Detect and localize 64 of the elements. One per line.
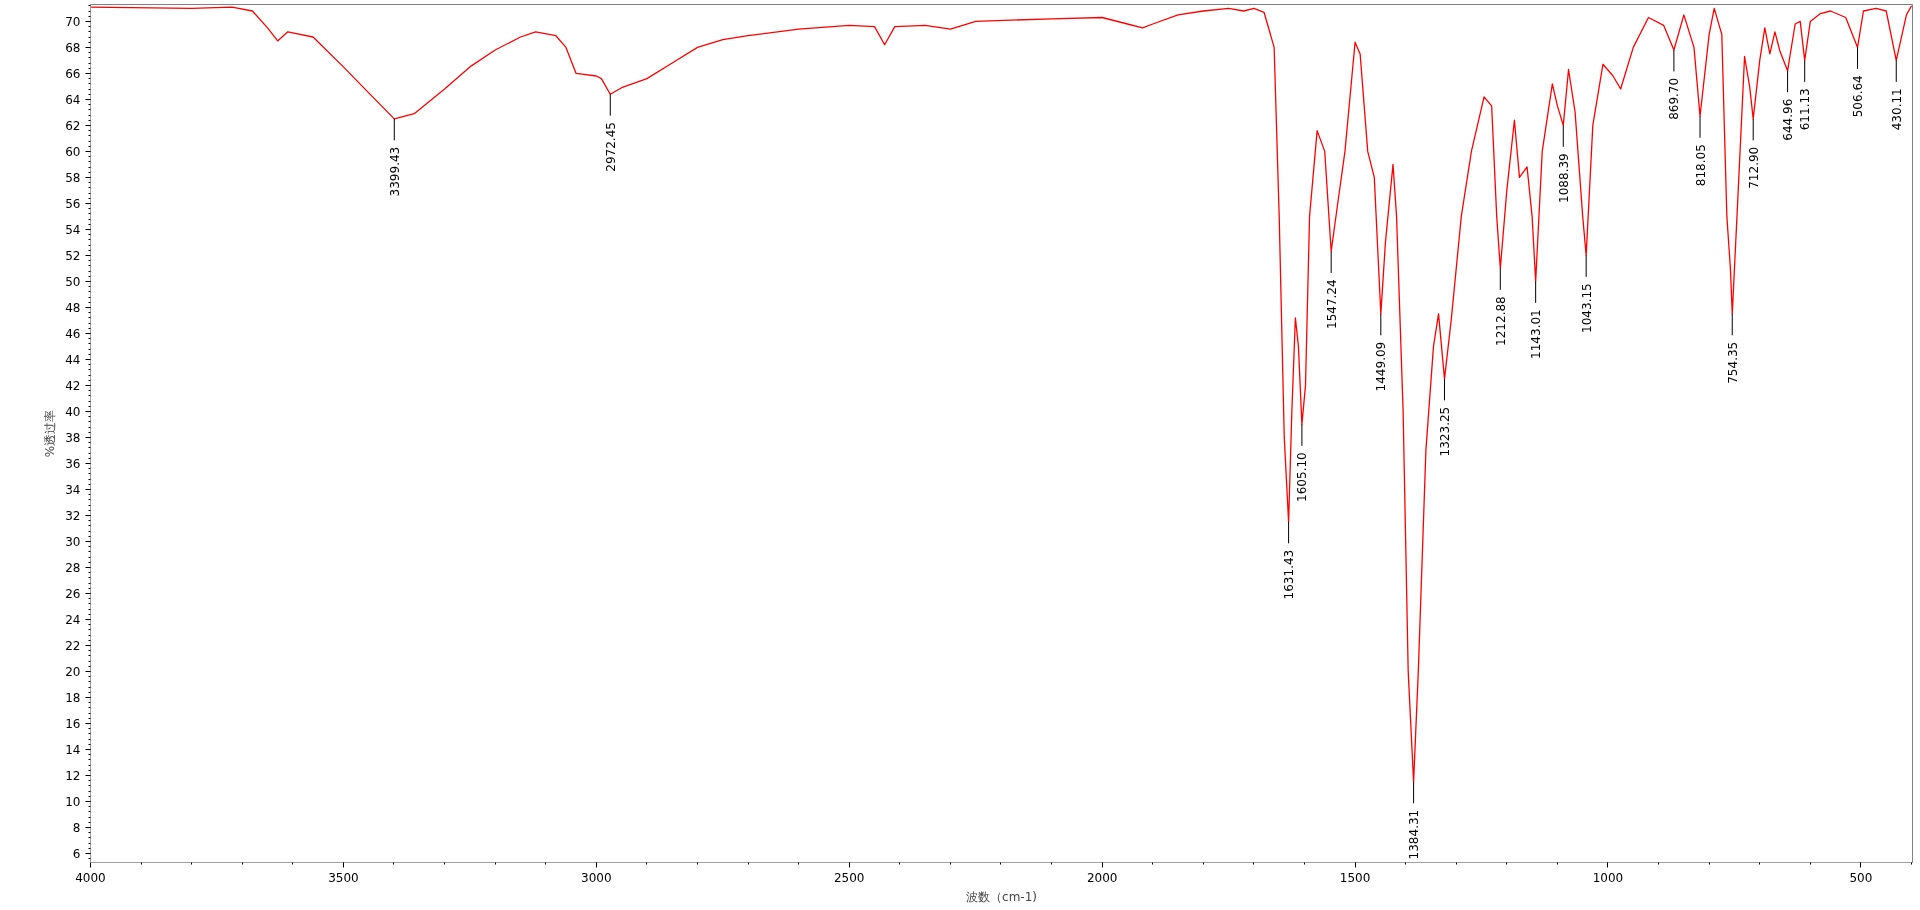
y-tick-label: 18 xyxy=(65,690,81,705)
annotation: 3399.43 xyxy=(387,146,402,197)
annotation: 1605.10 xyxy=(1295,452,1310,502)
y-tick-label: 22 xyxy=(65,638,81,653)
annotation: 1212.88 xyxy=(1493,296,1508,346)
annotation: 430.11 xyxy=(1889,88,1904,131)
x-tick-label: 500 xyxy=(1849,870,1873,885)
y-axis-title: %透过率 xyxy=(43,409,58,458)
y-tick-label: 62 xyxy=(65,118,81,133)
y-tick-label: 14 xyxy=(65,742,81,757)
annotation: 754.35 xyxy=(1725,341,1740,384)
x-axis-title: 波数（cm-1) xyxy=(966,889,1037,904)
y-tick-label: 70 xyxy=(65,14,81,29)
annotation: 869.70 xyxy=(1667,77,1682,120)
y-tick-label: 58 xyxy=(65,170,81,185)
y-tick-label: 42 xyxy=(65,378,81,393)
y-tick-label: 32 xyxy=(65,508,81,523)
annotation: 644.96 xyxy=(1781,98,1796,141)
y-tick-label: 26 xyxy=(65,586,81,601)
y-tick-label: 38 xyxy=(65,430,81,445)
y-tick-label: 16 xyxy=(65,716,81,731)
annotation: 506.64 xyxy=(1851,75,1866,118)
y-tick-label: 24 xyxy=(65,612,81,627)
y-tick-label: 52 xyxy=(65,248,81,263)
y-tick-label: 10 xyxy=(65,794,81,809)
y-tick-label: 50 xyxy=(65,274,81,289)
y-tick-label: 48 xyxy=(65,300,81,315)
y-tick-label: 60 xyxy=(65,144,81,159)
y-tick-label: 56 xyxy=(65,196,81,211)
y-tick-label: 46 xyxy=(65,326,81,341)
x-tick-label: 1500 xyxy=(1339,870,1371,885)
annotation: 818.05 xyxy=(1693,144,1708,187)
line-series xyxy=(90,5,1913,783)
x-tick-label: 2500 xyxy=(833,870,865,885)
y-tick-label: 40 xyxy=(65,404,81,419)
annotation: 1631.43 xyxy=(1282,549,1297,600)
y-tick-label: 30 xyxy=(65,534,81,549)
y-tick-label: 28 xyxy=(65,560,81,575)
annotation: 1143.01 xyxy=(1529,309,1544,359)
x-tick-label: 3500 xyxy=(328,870,359,885)
x-tick-label: 1000 xyxy=(1592,870,1624,885)
y-tick-label: 36 xyxy=(65,456,81,471)
annotation: 1323.25 xyxy=(1437,406,1452,457)
annotation: 1547.24 xyxy=(1324,279,1339,330)
annotation: 1088.39 xyxy=(1556,153,1571,203)
annotation: 1449.09 xyxy=(1374,341,1389,392)
y-tick-label: 54 xyxy=(65,222,81,237)
y-tick-label: 64 xyxy=(65,92,81,107)
x-tick-label: 4000 xyxy=(75,870,106,885)
y-tick-label: 12 xyxy=(65,768,81,783)
y-tick-label: 66 xyxy=(65,66,81,81)
y-tick-label: 8 xyxy=(72,820,81,835)
x-tick-label: 3000 xyxy=(581,870,612,885)
y-tick-label: 44 xyxy=(65,352,81,367)
annotation: 712.90 xyxy=(1746,146,1761,189)
y-tick-label: 34 xyxy=(65,482,81,497)
y-tick-label: 20 xyxy=(65,664,81,679)
annotation: 611.13 xyxy=(1798,88,1813,131)
y-tick-label: 68 xyxy=(65,40,81,55)
y-tick-label: 6 xyxy=(72,846,81,861)
annotation: 1384.31 xyxy=(1407,809,1422,860)
annotation: 2972.45 xyxy=(603,122,618,172)
annotation: 1043.15 xyxy=(1579,283,1594,333)
x-tick-label: 2000 xyxy=(1086,870,1118,885)
